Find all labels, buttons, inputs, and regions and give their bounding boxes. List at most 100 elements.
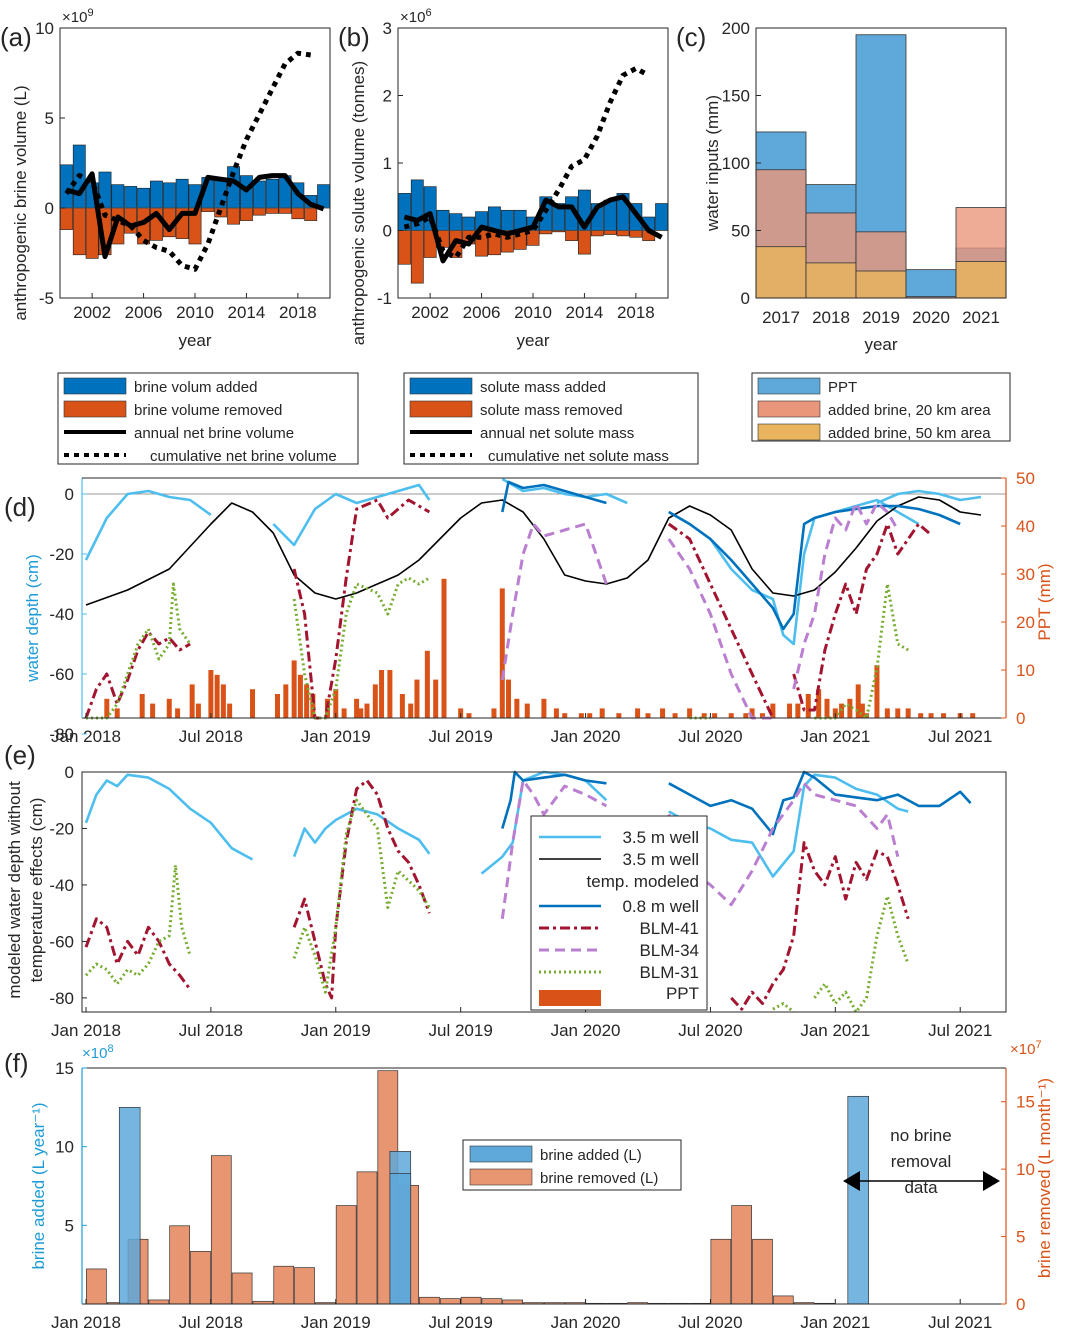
x-tick-label: 2006 [125, 303, 163, 322]
y-tick-label: -60 [49, 932, 74, 951]
ppt-bar [855, 684, 861, 718]
y-tick-label: 50 [731, 222, 750, 241]
panel-label: (a) [0, 22, 32, 52]
bar-added [60, 164, 73, 209]
legend-label: annual net solute mass [480, 425, 634, 442]
x-tick-label: Jan 2020 [551, 1313, 621, 1332]
ppt-bar [310, 694, 316, 718]
annotation-line: no brine [890, 1126, 951, 1145]
bar-ppt [905, 269, 957, 299]
x-tick-label: Jul 2020 [678, 1313, 742, 1332]
y-tick-label: 10 [55, 1138, 74, 1157]
ppt-bar [578, 713, 584, 718]
ppt-bar [208, 670, 214, 718]
series-0-8-m-well [668, 504, 961, 631]
x-tick-label: Jan 2018 [51, 1313, 121, 1332]
y-tick-label: -80 [49, 725, 74, 744]
bar-brine-removed [356, 1171, 378, 1305]
x-tick-label: 2017 [762, 308, 800, 327]
legend-label: annual net brine volume [134, 425, 294, 442]
ppt-bar [379, 670, 385, 718]
ppt-bar [283, 684, 289, 718]
y-tick-label: -80 [49, 989, 74, 1008]
legend-label: 3.5 m well [622, 828, 699, 847]
cumulative-net-line [64, 50, 312, 272]
bar-brine-removed [210, 1155, 232, 1305]
legend-label: brine added (L) [540, 1147, 642, 1164]
legend-patch [757, 377, 821, 395]
bar-brine-removed [294, 1267, 315, 1305]
x-tick-label: Jan 2021 [800, 1313, 870, 1332]
axis-exponent: ×106 [400, 7, 432, 26]
ppt-bar [770, 703, 776, 718]
legend-label: added brine, 50 km area [828, 425, 991, 442]
ppt-bar [399, 694, 405, 718]
legend-patch [469, 1145, 533, 1163]
y2-tick-label: 30 [1016, 565, 1035, 584]
y-axis-label: water inputs (mm) [703, 95, 722, 232]
panel-f: 5 10 15 0 5 10 15 Jan 2018 Jul 2018 Jan 2019 Jul 2… [4, 1039, 1054, 1332]
bar-removed [578, 230, 591, 255]
legend-patch [63, 400, 127, 418]
bar-removed [304, 207, 318, 221]
x-tick-label: 2006 [463, 303, 501, 322]
legend-label: BLM-31 [639, 963, 699, 982]
bar-added-brine-50-km-area [955, 261, 1007, 299]
ppt-bar [859, 703, 865, 718]
ppt-bar [928, 713, 934, 718]
bar-added [265, 178, 279, 209]
ppt-bar [220, 684, 226, 718]
y-axis-label: modeled water depth without [5, 781, 24, 999]
bar-brine-added [389, 1173, 412, 1305]
series-3-5-m-well [84, 773, 254, 861]
legend-label: temp. modeled [587, 872, 699, 891]
legend-label: brine volum added [134, 379, 257, 396]
axes-box [59, 27, 331, 299]
axes-box [397, 27, 669, 299]
bar-brine-removed [439, 1298, 461, 1305]
y2-tick-label: 50 [1016, 469, 1035, 488]
legend-label: cumulative net brine volume [150, 448, 337, 465]
bar-added [317, 184, 330, 209]
cumulative-net-line [403, 66, 650, 260]
bar-brine-removed [772, 1295, 794, 1305]
legend-patch [409, 400, 473, 418]
ppt-bar [743, 713, 749, 718]
series-blm-31 [814, 582, 909, 720]
bar-brine-removed [731, 1205, 752, 1305]
x-tick-label: Jul 2018 [179, 1021, 243, 1040]
bar-added [98, 171, 112, 209]
ppt-bar [749, 708, 755, 718]
series-blm-34 [500, 522, 608, 681]
series-blm-41 [792, 522, 930, 712]
bar-brine-removed [710, 1238, 732, 1305]
ppt-bar [175, 708, 181, 718]
panel-label: (b) [338, 22, 370, 52]
x-axis-label: year [516, 331, 549, 350]
y-axis-label: temperature effects (cm) [27, 798, 46, 983]
ppt-bar [787, 703, 793, 718]
series-3-5-m-well-temp-modeled [85, 496, 982, 606]
bar-brine-removed [148, 1299, 170, 1305]
bar-removed [278, 207, 292, 214]
series-blm-41 [292, 779, 431, 1000]
y-tick-label: 0 [45, 199, 54, 218]
bar-brine-removed [502, 1299, 524, 1305]
y2-tick-label: 15 [1016, 1093, 1035, 1112]
y-tick-label: 200 [722, 19, 750, 38]
series-blm-41 [292, 498, 431, 720]
x-tick-label: Jan 2019 [301, 1313, 371, 1332]
ppt-bar [214, 674, 220, 718]
annotation-arrow-right [983, 1171, 1000, 1191]
bar-removed [252, 207, 266, 216]
ppt-bar [553, 708, 559, 718]
legend-label: PPT [666, 984, 699, 1003]
x-tick-label: Jan 2019 [301, 727, 371, 746]
bar-removed [565, 230, 578, 241]
ppt-bar [408, 703, 414, 718]
ppt-bar [274, 694, 280, 718]
y-axis-label: anthropogenic solute volume (tonnes) [349, 61, 368, 345]
x-tick-label: Jan 2020 [551, 727, 621, 746]
ppt-bar [562, 713, 568, 718]
series-3-5-m-well [84, 489, 212, 561]
